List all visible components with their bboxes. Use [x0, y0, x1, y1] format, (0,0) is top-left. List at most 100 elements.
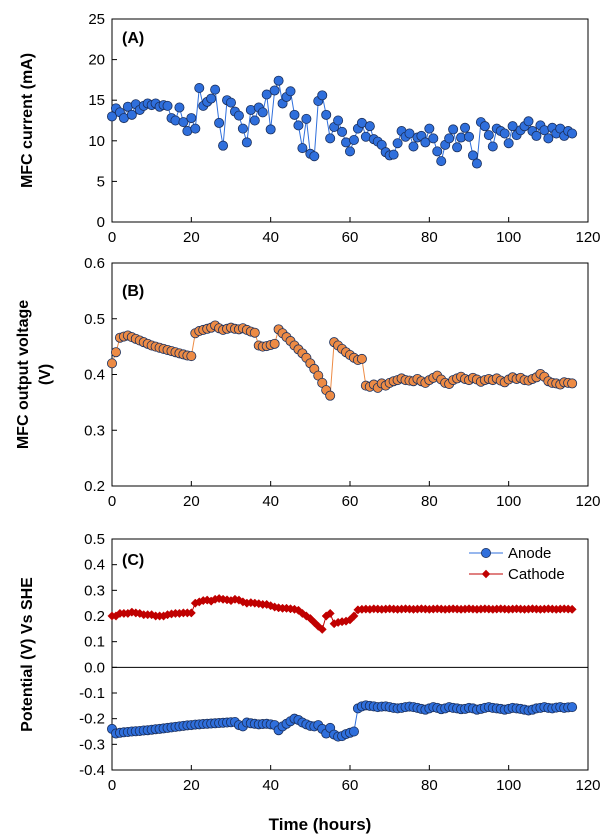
y-axis-title: Potential (V) Vs SHE: [19, 577, 36, 732]
data-point: [428, 133, 439, 144]
data-point: [420, 137, 431, 148]
x-tick-label: 40: [262, 493, 279, 510]
y-tick-label: -0.3: [79, 736, 105, 753]
legend-marker: [480, 548, 491, 559]
data-point: [321, 109, 332, 120]
data-point: [325, 608, 335, 618]
data-point: [269, 338, 280, 349]
y-tick-label: 0.3: [84, 582, 105, 599]
x-tick-label: 60: [342, 493, 359, 510]
data-point: [487, 141, 498, 152]
x-tick-label: 40: [262, 229, 279, 246]
data-point: [162, 100, 173, 111]
x-tick-label: 20: [183, 229, 200, 246]
data-point: [293, 120, 304, 131]
data-point: [503, 138, 514, 149]
x-tick-label: 120: [575, 493, 600, 510]
y-tick-label: 0.3: [84, 422, 105, 439]
data-point: [186, 608, 196, 618]
series-1: [107, 75, 578, 169]
data-point: [523, 116, 534, 127]
data-point: [463, 131, 474, 142]
data-point: [467, 150, 478, 161]
series-1: [107, 320, 578, 401]
data-point: [107, 358, 118, 369]
data-point: [186, 351, 197, 362]
data-point: [356, 353, 367, 364]
data-point: [483, 130, 494, 141]
x-tick-label: 0: [108, 777, 116, 794]
data-point: [325, 390, 336, 401]
y-tick-label: 0.2: [84, 608, 105, 625]
y-tick-label: -0.4: [79, 762, 105, 779]
series-cathode: [107, 593, 577, 634]
data-point: [261, 89, 272, 100]
data-point: [567, 702, 578, 713]
data-point: [479, 121, 490, 132]
x-tick-label: 20: [183, 777, 200, 794]
data-point: [178, 117, 189, 128]
x-tick-label: 80: [421, 777, 438, 794]
data-point: [348, 134, 359, 145]
x-tick-label: 120: [575, 777, 600, 794]
data-point: [424, 123, 435, 134]
y-tick-label: 20: [88, 52, 105, 69]
data-point: [110, 347, 121, 358]
data-point: [460, 122, 471, 133]
data-point: [325, 133, 336, 144]
data-point: [543, 133, 554, 144]
data-point: [107, 111, 118, 122]
data-point: [249, 115, 260, 126]
data-point: [285, 86, 296, 97]
data-point: [126, 109, 137, 120]
y-tick-label: 0.5: [84, 531, 105, 548]
chart-panel-2: 0.2 0.3 0.4 0.5 0.6 0 20 40 60 80 100 120 (B) MFC out…: [15, 255, 601, 510]
data-point: [471, 158, 482, 169]
data-point: [190, 123, 201, 134]
data-point: [269, 85, 280, 96]
data-point: [507, 121, 518, 132]
x-tick-label: 40: [262, 777, 279, 794]
data-point: [186, 113, 197, 124]
data-point: [337, 126, 348, 137]
legend-label: Cathode: [508, 566, 565, 583]
data-point: [313, 621, 323, 631]
data-point: [444, 133, 455, 144]
legend: Anode Cathode: [469, 545, 565, 583]
y-tick-label: -0.2: [79, 711, 105, 728]
data-point: [206, 93, 217, 104]
data-point: [297, 143, 308, 154]
data-point: [174, 102, 185, 113]
data-point: [436, 156, 447, 167]
x-axis-title: Time (hours): [269, 815, 372, 834]
y-tick-label: 0.4: [84, 367, 105, 384]
data-point: [531, 130, 542, 141]
data-point: [265, 124, 276, 135]
data-point: [348, 726, 359, 737]
legend-label: Anode: [508, 545, 551, 562]
data-point: [218, 140, 229, 151]
y-tick-label: 5: [97, 173, 105, 190]
y-tick-label: 0.5: [84, 311, 105, 328]
data-point: [499, 128, 510, 139]
data-point: [432, 146, 443, 157]
y-tick-label: 0.4: [84, 557, 105, 574]
y-tick-label: 0: [97, 214, 105, 231]
y-tick-label: 0.2: [84, 478, 105, 495]
y-tick-label: 0.6: [84, 255, 105, 272]
data-point: [317, 624, 327, 634]
y-tick-label: 0.0: [84, 659, 105, 676]
y-tick-label: 0.1: [84, 634, 105, 651]
data-point: [210, 84, 221, 95]
data-point: [241, 137, 252, 148]
data-point: [237, 123, 248, 134]
data-point: [452, 142, 463, 153]
data-point: [233, 110, 244, 121]
x-tick-label: 100: [496, 777, 521, 794]
x-tick-label: 20: [183, 493, 200, 510]
y-axis-title: MFC current (mA): [19, 53, 36, 188]
x-tick-label: 100: [496, 493, 521, 510]
x-tick-label: 60: [342, 229, 359, 246]
x-tick-label: 80: [421, 229, 438, 246]
data-point: [317, 90, 328, 101]
